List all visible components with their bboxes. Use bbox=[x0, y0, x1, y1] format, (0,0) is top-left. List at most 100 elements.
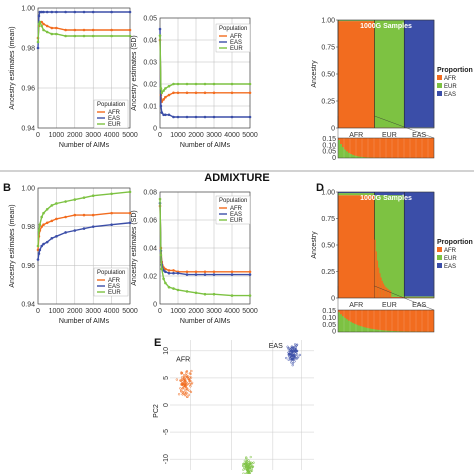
x-tick-label: 3000 bbox=[85, 308, 101, 315]
y-tick-label: 0.25 bbox=[321, 269, 335, 276]
data-point-eas bbox=[38, 248, 42, 252]
x-tick-label: 5000 bbox=[122, 308, 138, 315]
y-tick-label: 1.00 bbox=[21, 6, 35, 13]
data-point-eas bbox=[36, 46, 40, 50]
data-point-afr bbox=[180, 390, 183, 393]
inset-bar-eur bbox=[348, 320, 350, 332]
inset-y-tick-label: 0.05 bbox=[322, 149, 336, 156]
data-point-afr bbox=[230, 270, 234, 274]
inset-bar-eur bbox=[364, 327, 366, 332]
inset-bar-eur bbox=[388, 330, 390, 332]
data-point-eas bbox=[42, 10, 45, 14]
stack-segment-eur bbox=[338, 193, 375, 196]
y-tick-label: 0.08 bbox=[143, 190, 157, 197]
inset-bar-eur bbox=[396, 331, 398, 332]
panel-letter-b: B bbox=[3, 182, 11, 194]
data-point-eur bbox=[244, 464, 248, 468]
y-tick-label: -10 bbox=[163, 454, 170, 464]
inset-bar-eur bbox=[366, 327, 368, 332]
zoom-line bbox=[374, 115, 435, 139]
stack-segment-eur bbox=[374, 20, 405, 128]
group-label-eas: EAS bbox=[412, 302, 426, 309]
data-point-afr bbox=[186, 387, 189, 390]
data-point-eur bbox=[172, 287, 175, 290]
inset-bar-eur bbox=[372, 329, 374, 332]
y-tick-label: 0.98 bbox=[21, 224, 35, 231]
data-point-eas bbox=[287, 352, 291, 355]
data-point-afr bbox=[187, 381, 190, 384]
section-title: ADMIXTURE bbox=[204, 172, 269, 184]
inset-bar-eur bbox=[354, 323, 356, 332]
legend-label-eur: EUR bbox=[444, 84, 457, 90]
data-point-afr bbox=[110, 211, 113, 215]
inset-bar-eur bbox=[374, 329, 376, 332]
data-point-afr bbox=[188, 383, 191, 386]
inset-bar-eur bbox=[382, 330, 384, 332]
y-tick-label: 0.75 bbox=[321, 45, 335, 52]
data-point-eur bbox=[250, 461, 253, 464]
inset-bar-eur bbox=[344, 149, 346, 158]
inset-y-tick-label: 0 bbox=[332, 155, 336, 162]
stack-segment-afr bbox=[386, 288, 388, 298]
data-point-eur bbox=[37, 22, 41, 26]
data-point-afr bbox=[185, 270, 189, 274]
inset-frame bbox=[337, 309, 435, 333]
data-point-afr bbox=[162, 98, 165, 101]
data-point-afr bbox=[82, 28, 86, 32]
data-point-eas bbox=[287, 358, 290, 361]
data-point-eas bbox=[45, 240, 49, 244]
y-tick-label: 0.01 bbox=[143, 104, 157, 111]
data-point-afr bbox=[167, 269, 171, 272]
stack-segment-afr bbox=[338, 195, 375, 298]
data-point-eur bbox=[42, 28, 45, 32]
data-point-eur bbox=[42, 211, 45, 215]
data-point-afr bbox=[181, 376, 184, 379]
data-point-eas bbox=[212, 273, 216, 276]
data-point-eas bbox=[293, 343, 297, 346]
data-point-eur bbox=[159, 87, 163, 90]
y-axis-label: Ancestry bbox=[311, 60, 318, 88]
data-point-eur bbox=[38, 223, 42, 227]
data-point-eas bbox=[212, 115, 216, 119]
x-tick-label: 0 bbox=[36, 132, 40, 139]
data-point-eas bbox=[194, 115, 198, 119]
inset-bar-eur bbox=[350, 321, 352, 332]
data-point-eas bbox=[194, 273, 198, 276]
legend-label-eas: EAS bbox=[444, 264, 456, 270]
data-point-eas bbox=[158, 27, 162, 31]
data-point-afr bbox=[110, 28, 113, 32]
inset-bar-eur bbox=[392, 331, 394, 332]
inset-bar-eur bbox=[378, 329, 380, 332]
inset-bar-eur bbox=[366, 157, 368, 158]
legend-label-eur: EUR bbox=[444, 256, 457, 262]
inset-bar-eur bbox=[352, 154, 354, 158]
data-point-afr bbox=[203, 91, 207, 95]
y-tick-label: -5 bbox=[163, 429, 170, 435]
x-tick-label: 2000 bbox=[188, 132, 204, 139]
stack-segment-afr bbox=[384, 285, 386, 298]
y-tick-label: 1.00 bbox=[321, 190, 335, 197]
data-point-eas bbox=[293, 356, 296, 359]
data-point-eur bbox=[73, 34, 77, 38]
y-tick-label: 0.04 bbox=[143, 246, 157, 253]
y-tick-label: 1.00 bbox=[321, 18, 335, 25]
data-point-afr bbox=[82, 213, 86, 217]
data-point-afr bbox=[212, 270, 216, 274]
data-point-eur bbox=[164, 87, 167, 90]
panel-d-structure-plot: AFR EUR EAS 0 0.25 0.50 0.75 1.00 Ancestry 1000G … bbox=[311, 190, 473, 336]
data-point-eur bbox=[243, 466, 246, 470]
legend-label-eas: EAS bbox=[444, 92, 456, 98]
inset-bar-eur bbox=[400, 331, 402, 332]
inset-bar-eur bbox=[390, 330, 392, 332]
data-point-eas bbox=[50, 10, 54, 14]
data-point-eas bbox=[289, 356, 292, 360]
data-point-eur bbox=[176, 82, 180, 86]
data-point-eur bbox=[110, 34, 113, 38]
data-point-eur bbox=[91, 34, 95, 38]
x-tick-label: 1000 bbox=[49, 132, 65, 139]
data-point-eur bbox=[248, 294, 252, 297]
legend-title: Population bbox=[97, 270, 125, 276]
data-point-eas bbox=[291, 363, 294, 367]
data-point-afr bbox=[128, 211, 132, 215]
data-point-afr bbox=[45, 24, 49, 28]
